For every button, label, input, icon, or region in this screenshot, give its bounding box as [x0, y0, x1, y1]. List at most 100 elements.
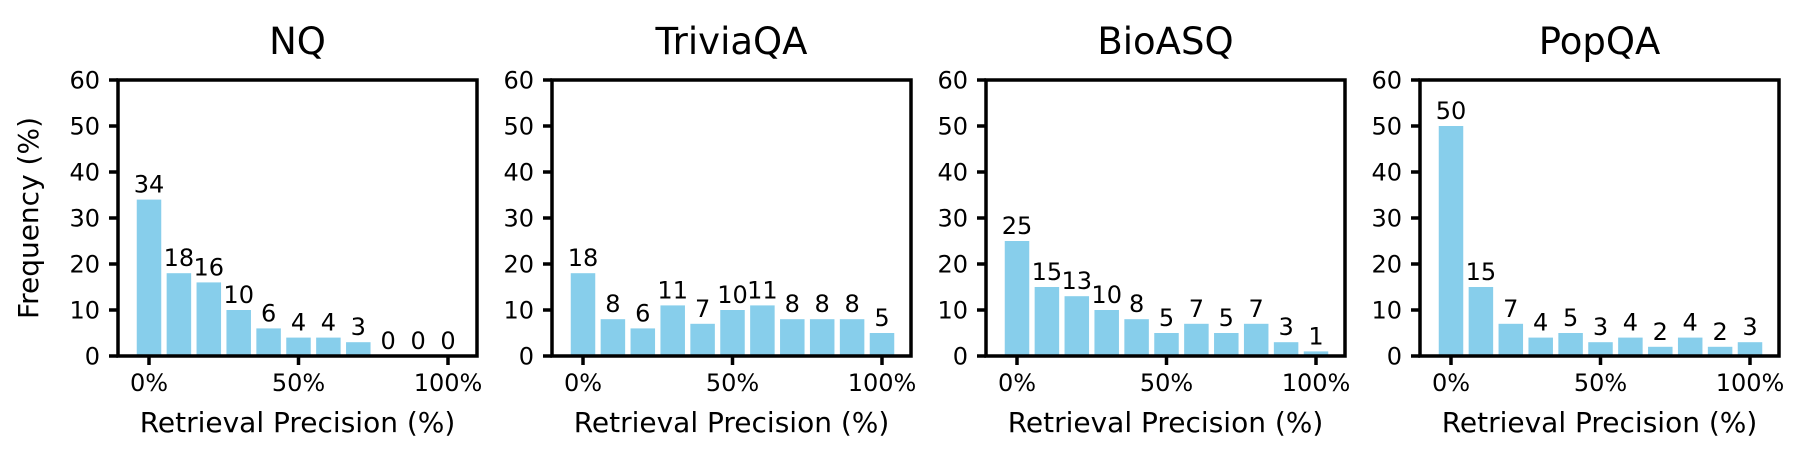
y-tick-label: 60	[1371, 67, 1402, 95]
bar	[1558, 333, 1583, 356]
bar-value-label: 1	[1308, 322, 1323, 350]
y-tick-label: 30	[1371, 205, 1402, 233]
bar	[1498, 323, 1524, 356]
bar	[660, 305, 685, 356]
bar-value-label: 10	[1091, 281, 1122, 309]
x-tick-label: 0%	[564, 369, 602, 397]
x-tick-label: 100%	[1282, 369, 1351, 397]
x-tick-label: 0%	[998, 369, 1036, 397]
bar	[1438, 126, 1464, 356]
bar-value-label: 5	[874, 304, 889, 332]
bar-value-label: 15	[1032, 258, 1063, 286]
bar	[570, 273, 596, 356]
bar	[1214, 333, 1239, 356]
bar-value-label: 6	[635, 299, 650, 327]
bar-value-label: 4	[1683, 309, 1698, 337]
bar-value-label: 3	[1278, 313, 1293, 341]
x-axis-label-nq: Retrieval Precision (%)	[140, 406, 456, 439]
chart-title-bioasq: BioASQ	[1097, 20, 1233, 63]
bar-value-label: 11	[657, 276, 688, 304]
y-tick-label: 50	[69, 113, 100, 141]
y-tick-label: 40	[1371, 159, 1402, 187]
y-tick-label: 30	[69, 205, 100, 233]
y-tick-label: 20	[1371, 251, 1402, 279]
x-tick-label: 0%	[1432, 369, 1470, 397]
bar	[1588, 342, 1613, 356]
y-tick-label: 60	[69, 67, 100, 95]
y-tick-label: 20	[69, 251, 100, 279]
y-tick-label: 0	[953, 343, 968, 371]
y-tick-label: 10	[69, 297, 100, 325]
x-tick-label: 50%	[1574, 369, 1627, 397]
y-tick-label: 10	[1371, 297, 1402, 325]
x-axis-label-triviaqa: Retrieval Precision (%)	[574, 406, 890, 439]
bar-value-label: 7	[1503, 295, 1518, 323]
bar	[226, 310, 251, 356]
bar	[600, 319, 626, 356]
bar	[196, 282, 222, 356]
y-tick-label: 40	[503, 159, 534, 187]
bar-value-label: 4	[291, 309, 306, 337]
chart-title-popqa: PopQA	[1539, 20, 1661, 63]
bar	[809, 319, 835, 356]
bar	[1303, 351, 1329, 356]
chart-title-nq: NQ	[269, 20, 326, 63]
bar	[839, 319, 865, 356]
bar-value-label: 7	[1249, 295, 1264, 323]
bar-value-label: 11	[747, 276, 778, 304]
x-axis-label-popqa: Retrieval Precision (%)	[1442, 406, 1758, 439]
bar	[166, 273, 192, 356]
x-axis-label-bioasq: Retrieval Precision (%)	[1008, 406, 1324, 439]
bar-value-label: 8	[605, 290, 620, 318]
bar	[256, 328, 281, 356]
bar	[1648, 346, 1673, 356]
bar	[690, 323, 715, 356]
bar-value-label: 3	[1593, 313, 1608, 341]
bar-value-label: 8	[815, 290, 830, 318]
bar-value-label: 8	[785, 290, 800, 318]
bar-value-label: 2	[1653, 318, 1668, 346]
bar-value-label: 8	[1129, 290, 1144, 318]
bar	[1094, 310, 1119, 356]
bar-value-label: 5	[1563, 304, 1578, 332]
x-tick-label: 0%	[130, 369, 168, 397]
bar-value-label: 4	[321, 309, 336, 337]
bar	[780, 319, 805, 356]
y-axis-label: Frequency (%)	[12, 117, 45, 319]
bar-value-label: 18	[568, 244, 599, 272]
y-tick-label: 20	[937, 251, 968, 279]
bar-value-label: 13	[1062, 267, 1093, 295]
bar-value-label: 5	[1159, 304, 1174, 332]
bar-value-label: 25	[1002, 212, 1033, 240]
bar-value-label: 15	[1466, 258, 1497, 286]
bar-value-label: 7	[1189, 295, 1204, 323]
y-tick-label: 0	[85, 343, 100, 371]
y-tick-label: 60	[937, 67, 968, 95]
bar	[136, 199, 162, 356]
bar	[1124, 319, 1149, 356]
bar	[1154, 333, 1179, 356]
bar	[1737, 342, 1763, 356]
bar	[1184, 323, 1209, 356]
bar-value-label: 10	[223, 281, 254, 309]
bar-value-label: 18	[164, 244, 195, 272]
bar	[1618, 337, 1643, 356]
x-tick-label: 100%	[848, 369, 917, 397]
x-tick-label: 100%	[414, 369, 483, 397]
y-tick-label: 10	[503, 297, 534, 325]
x-tick-label: 100%	[1716, 369, 1785, 397]
bar	[1468, 287, 1494, 356]
y-tick-label: 50	[937, 113, 968, 141]
y-tick-label: 10	[937, 297, 968, 325]
bar-value-label: 4	[1533, 309, 1548, 337]
bar-value-label: 16	[194, 253, 225, 281]
bar	[1004, 241, 1030, 356]
bar	[1243, 323, 1269, 356]
y-tick-label: 40	[69, 159, 100, 187]
bar	[346, 342, 371, 356]
